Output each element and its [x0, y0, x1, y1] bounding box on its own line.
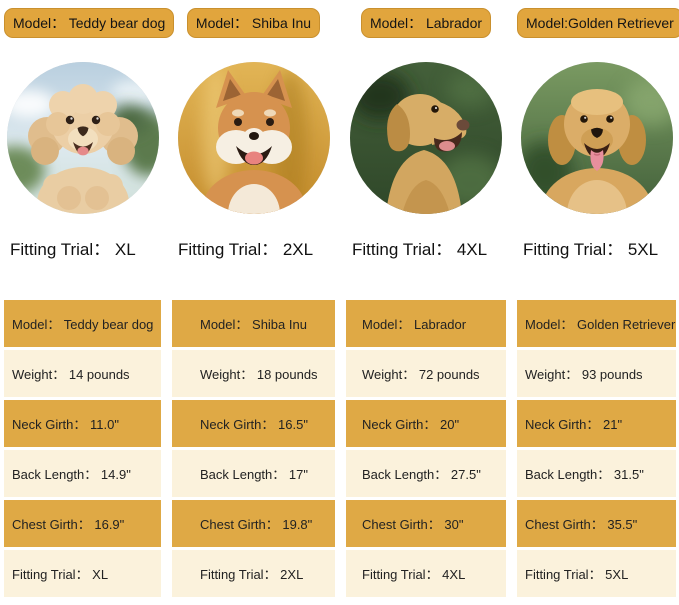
table-row-model: Model： Labrador — [346, 300, 506, 347]
table-row-weight: Weight： 14 pounds — [4, 350, 161, 397]
table-row-neck-girth: Neck Girth： 11.0" — [4, 400, 161, 447]
labrador-photo — [350, 62, 502, 214]
table-row-chest-girth: Chest Girth： 30" — [346, 500, 506, 547]
table-row-chest-girth: Chest Girth： 35.5" — [517, 500, 676, 547]
table-row-back-length: Back Length： 14.9" — [4, 450, 161, 497]
table-row-back-length: Back Length： 27.5" — [346, 450, 506, 497]
model-header-shiba: Model： Shiba Inu — [186, 8, 321, 38]
table-row-weight: Weight： 18 pounds — [172, 350, 335, 397]
golden-retriever-illustration — [520, 62, 673, 214]
fitting-trial-teddy: Fitting Trial： XL — [10, 240, 136, 259]
table-row-fitting-trial: Fitting Trial： 2XL — [172, 550, 335, 597]
teddy-bear-dog-photo — [6, 62, 159, 214]
teddy-bear-dog-illustration — [6, 62, 159, 214]
table-row-fitting-trial: Fitting Trial： 5XL — [517, 550, 676, 597]
table-row-model: Model： Teddy bear dog — [4, 300, 161, 347]
labrador-illustration — [350, 62, 502, 214]
model-header-golden: Model:Golden Retriever — [517, 8, 679, 38]
size-table-golden: Model： Golden Retriever Weight： 93 pound… — [517, 300, 676, 597]
column-labrador: Model： Labrador — [346, 8, 506, 600]
table-row-back-length: Back Length： 17" — [172, 450, 335, 497]
column-teddy-bear-dog: Model： Teddy bear dog — [4, 8, 175, 600]
table-row-chest-girth: Chest Girth： 19.8" — [172, 500, 335, 547]
column-golden-retriever: Model:Golden Retriever — [517, 8, 679, 600]
shiba-inu-photo — [177, 62, 330, 214]
fitting-trial-shiba: Fitting Trial： 2XL — [178, 240, 314, 259]
fitting-trial-golden: Fitting Trial： 5XL — [523, 240, 659, 259]
table-row-fitting-trial: Fitting Trial： XL — [4, 550, 161, 597]
model-header-teddy: Model： Teddy bear dog — [4, 8, 175, 38]
column-shiba-inu: Model： Shiba Inu — [172, 8, 335, 600]
size-table-teddy: Model： Teddy bear dog Weight： 14 pounds … — [4, 300, 161, 597]
size-table-labrador: Model： Labrador Weight： 72 pounds Neck G… — [346, 300, 506, 597]
table-row-neck-girth: Neck Girth： 20" — [346, 400, 506, 447]
table-row-weight: Weight： 72 pounds — [346, 350, 506, 397]
golden-retriever-photo — [520, 62, 673, 214]
fitting-trial-labrador: Fitting Trial： 4XL — [352, 240, 488, 259]
shiba-inu-illustration — [177, 62, 330, 214]
table-row-chest-girth: Chest Girth： 16.9" — [4, 500, 161, 547]
table-row-neck-girth: Neck Girth： 21" — [517, 400, 676, 447]
table-row-fitting-trial: Fitting Trial： 4XL — [346, 550, 506, 597]
table-row-model: Model： Shiba Inu — [172, 300, 335, 347]
table-row-back-length: Back Length： 31.5" — [517, 450, 676, 497]
model-header-labrador: Model： Labrador — [360, 8, 492, 38]
table-row-model: Model： Golden Retriever — [517, 300, 676, 347]
table-row-weight: Weight： 93 pounds — [517, 350, 676, 397]
size-table-shiba: Model： Shiba Inu Weight： 18 pounds Neck … — [172, 300, 335, 597]
table-row-neck-girth: Neck Girth： 16.5" — [172, 400, 335, 447]
